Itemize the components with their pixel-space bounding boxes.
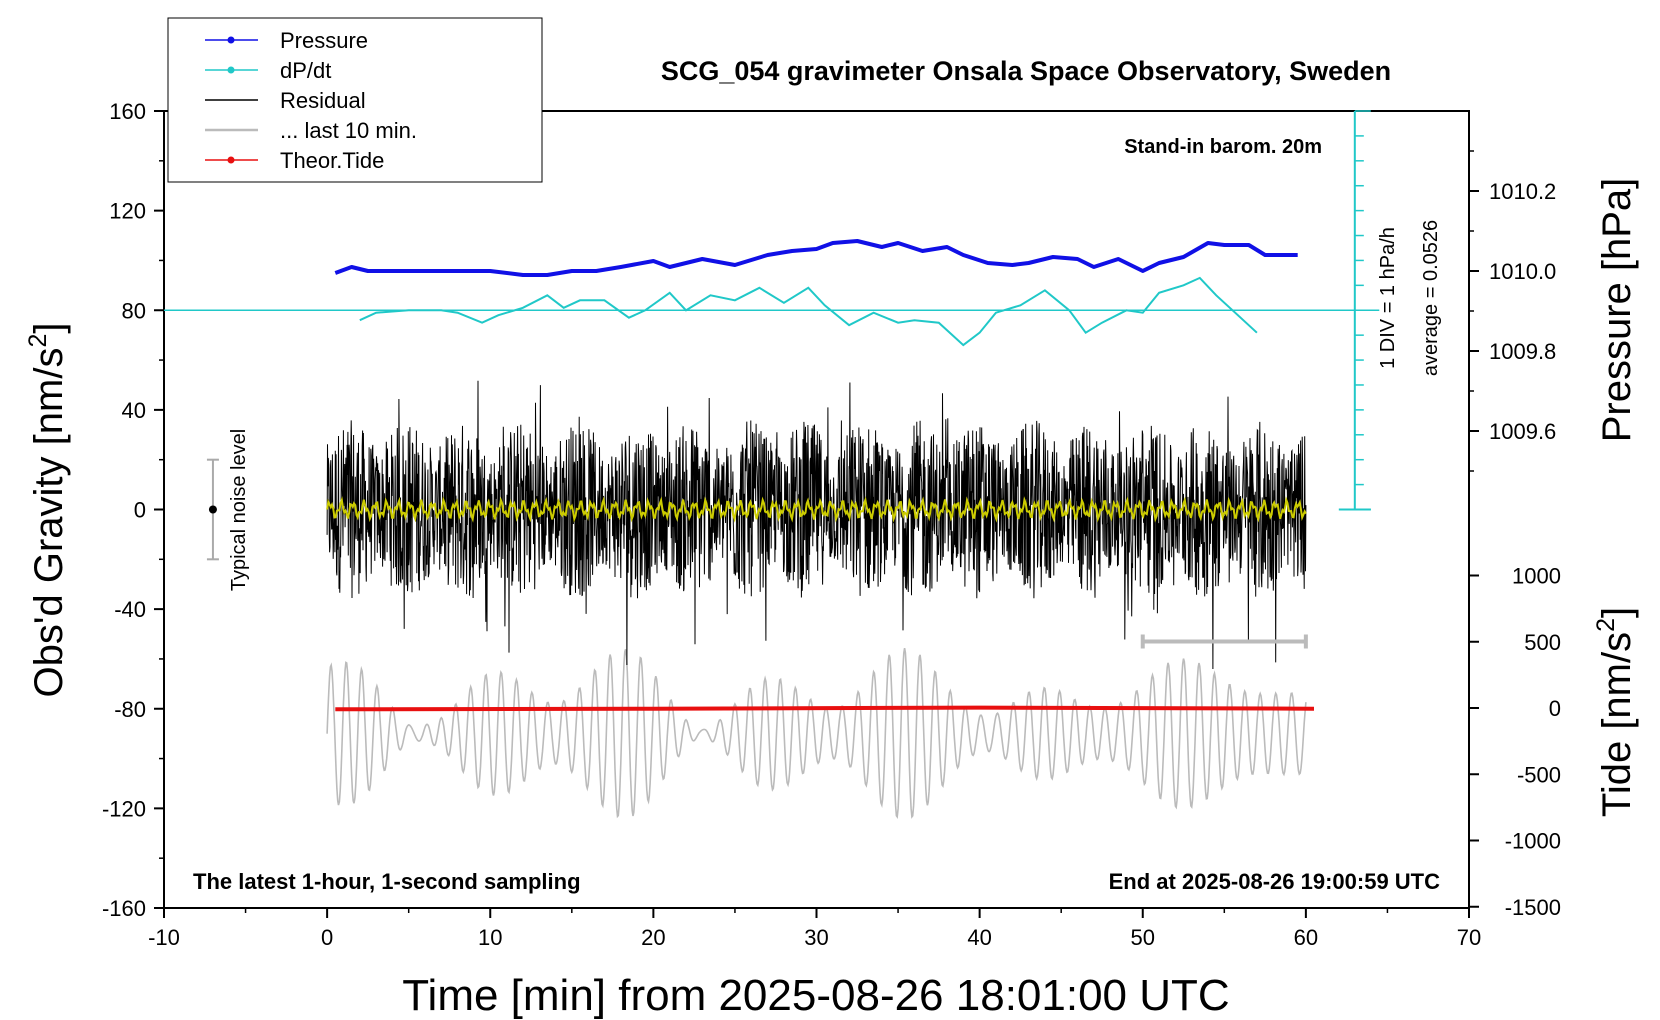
chart-title: SCG_054 gravimeter Onsala Space Observat… bbox=[661, 56, 1391, 86]
x-tick-label: 50 bbox=[1131, 925, 1155, 950]
legend-label: Theor.Tide bbox=[280, 148, 384, 173]
bottom-right-note: End at 2025-08-26 19:00:59 UTC bbox=[1109, 869, 1440, 894]
legend-marker bbox=[227, 66, 235, 74]
legend-label: ... last 10 min. bbox=[280, 118, 417, 143]
stand-in-label: Stand-in barom. 20m bbox=[1124, 136, 1322, 158]
pressure-tick-label: 1009.6 bbox=[1489, 419, 1556, 444]
x-tick-label: -10 bbox=[148, 925, 180, 950]
tide-tick-label: -1000 bbox=[1505, 829, 1561, 854]
last-10-min-line bbox=[326, 647, 1307, 819]
noise-level-bar bbox=[206, 458, 219, 561]
pressure-line bbox=[334, 239, 1298, 277]
y-axis-tide-label: Tide [nm/s2] bbox=[1592, 607, 1639, 817]
y-left-tick-label: 120 bbox=[109, 199, 146, 224]
average-label: average = 0.0526 bbox=[1420, 220, 1442, 376]
residual-series bbox=[326, 380, 1307, 670]
legend: Pressure dP/dt Residual ... last 10 min. The… bbox=[167, 17, 543, 183]
x-tick-label: 30 bbox=[804, 925, 828, 950]
pressure-tick-label: 1010.2 bbox=[1489, 179, 1556, 204]
y-left-tick-label: -160 bbox=[102, 896, 146, 921]
y-axis-left-label: Obs'd Gravity [nm/s2] bbox=[24, 323, 71, 698]
y-axis-tide: 1000 500 0 -500 -1000 -1500 bbox=[1469, 564, 1561, 920]
legend-label: Pressure bbox=[280, 28, 368, 53]
y-left-tick-label: 0 bbox=[134, 498, 146, 523]
residual-smoothed-series bbox=[326, 496, 1307, 523]
y-axis-left: 160 120 80 40 0 -40 -80 -120 -160 bbox=[102, 99, 164, 921]
tide-tick-label: 500 bbox=[1524, 630, 1561, 655]
bottom-left-note: The latest 1-hour, 1-second sampling bbox=[193, 869, 581, 894]
x-axis: -10 0 10 20 30 40 50 60 70 bbox=[148, 908, 1481, 950]
x-axis-label: Time [min] from 2025-08-26 18:01:00 UTC bbox=[402, 971, 1229, 1020]
div-scale bbox=[1338, 110, 1371, 511]
x-tick-label: 10 bbox=[478, 925, 502, 950]
tide-tick-label: 1000 bbox=[1512, 564, 1561, 589]
x-tick-label: 60 bbox=[1294, 925, 1318, 950]
dpdt-line bbox=[359, 276, 1258, 347]
theor-tide-line bbox=[335, 705, 1315, 712]
last-10-min-series bbox=[326, 647, 1307, 819]
y-left-tick-label: -80 bbox=[114, 697, 146, 722]
theor-tide-series bbox=[335, 705, 1315, 712]
legend-marker bbox=[227, 156, 235, 164]
y-axis-pressure-label: Pressure [hPa] bbox=[1595, 178, 1639, 443]
y-left-tick-label: 160 bbox=[109, 99, 146, 124]
tide-tick-label: 0 bbox=[1549, 696, 1561, 721]
y-axis-pressure: 1010.2 1010.0 1009.8 1009.6 bbox=[1469, 150, 1556, 472]
y-left-tick-label: -40 bbox=[114, 597, 146, 622]
div-label: 1 DIV = 1 hPa/h bbox=[1377, 227, 1399, 369]
y-left-tick-label: 40 bbox=[122, 398, 146, 423]
x-tick-label: 20 bbox=[641, 925, 665, 950]
residual-smoothed-line bbox=[326, 496, 1307, 523]
y-left-tick-label: 80 bbox=[122, 298, 146, 323]
residual-line bbox=[326, 380, 1307, 670]
tide-tick-label: -500 bbox=[1517, 762, 1561, 787]
x-tick-label: 70 bbox=[1457, 925, 1481, 950]
legend-marker bbox=[227, 36, 235, 44]
pressure-tick-label: 1009.8 bbox=[1489, 339, 1556, 364]
noise-bar-center bbox=[208, 505, 217, 514]
pressure-tick-label: 1010.0 bbox=[1489, 259, 1556, 284]
ten-min-scale-bar bbox=[1140, 634, 1308, 649]
legend-label: dP/dt bbox=[280, 58, 331, 83]
legend-label: Residual bbox=[280, 88, 366, 113]
x-tick-label: 0 bbox=[321, 925, 333, 950]
y-left-tick-label: -120 bbox=[102, 796, 146, 821]
noise-label: Typical noise level bbox=[228, 429, 250, 591]
tide-tick-label: -1500 bbox=[1505, 895, 1561, 920]
x-tick-label: 40 bbox=[967, 925, 991, 950]
dpdt-series bbox=[164, 276, 1380, 347]
pressure-series bbox=[334, 239, 1298, 277]
